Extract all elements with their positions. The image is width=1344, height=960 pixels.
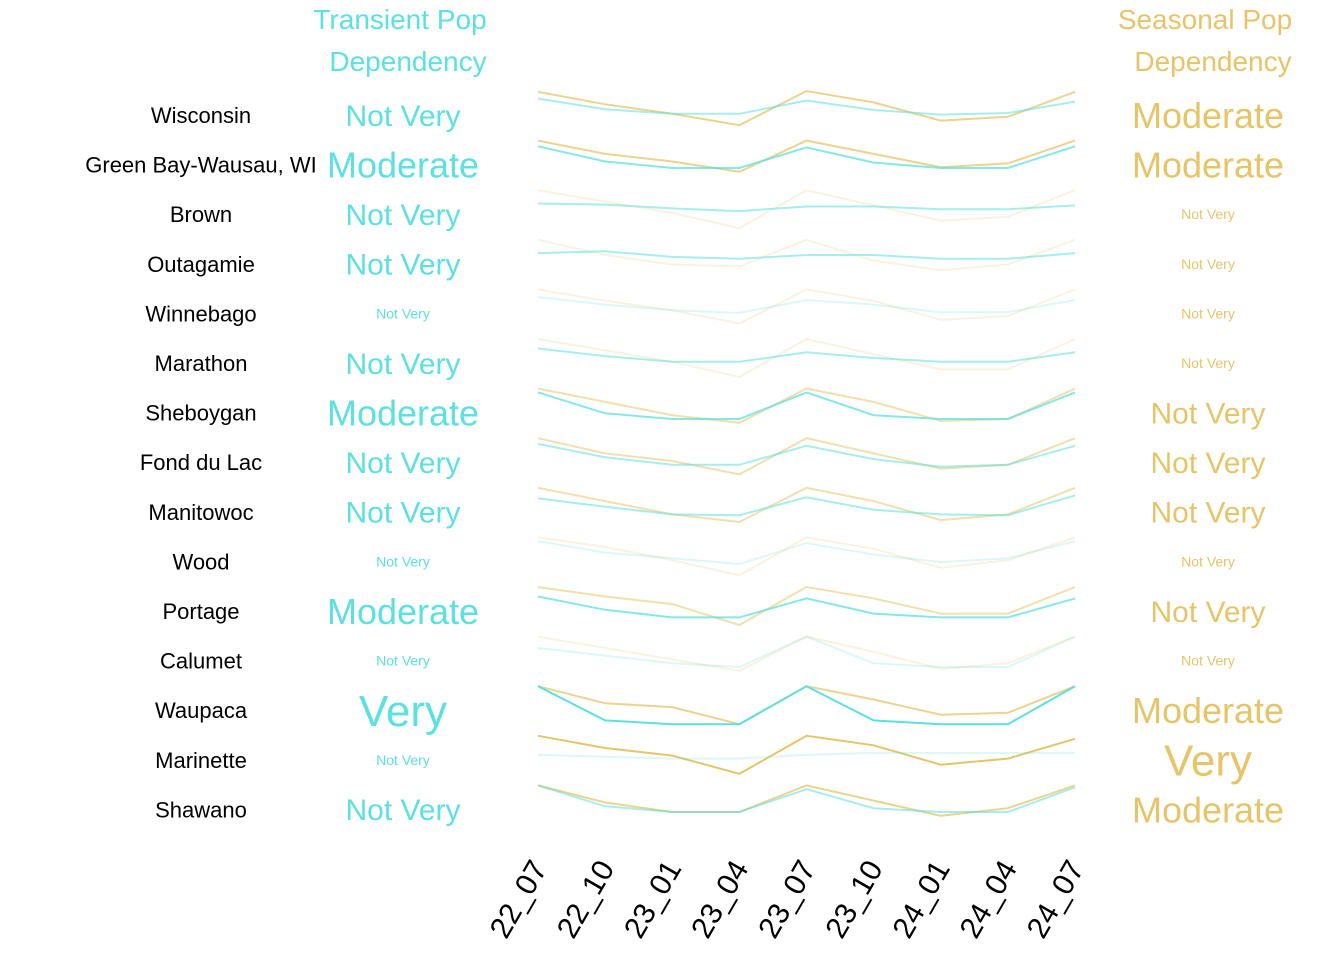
row-label: Shawano (155, 797, 247, 822)
series-line-transient-1 (537, 145, 1076, 169)
series-line-seasonal-4 (537, 288, 1076, 325)
transient-level-label: Not Very (345, 447, 460, 480)
transient-header-line2: Dependency (329, 46, 487, 77)
transient-level-label: Moderate (327, 591, 479, 632)
series-line-transient-4 (537, 296, 1076, 315)
transient-header-line1: Transient Pop (313, 4, 487, 35)
series-line-transient-6 (537, 391, 1076, 420)
series-line-seasonal-8 (537, 486, 1076, 524)
x-tick-label: 24_07 (1021, 855, 1091, 944)
seasonal-level-label: Not Very (1181, 553, 1235, 569)
row-label: Marinette (155, 748, 247, 773)
series-line-seasonal-10 (537, 585, 1076, 627)
transient-level-label: Not Very (345, 794, 460, 827)
x-tick-label: 24_01 (887, 855, 957, 944)
series-line-seasonal-9 (537, 536, 1076, 577)
seasonal-level-label: Moderate (1132, 789, 1284, 830)
row-label: Wisconsin (151, 103, 251, 128)
transient-level-label: Not Very (345, 249, 460, 282)
series-line-transient-14 (537, 784, 1076, 813)
series-line-seasonal-11 (537, 635, 1076, 672)
series-line-transient-13 (537, 751, 1075, 760)
seasonal-level-label: Not Very (1181, 256, 1235, 272)
seasonal-level-label: Moderate (1132, 690, 1284, 731)
series-line-transient-8 (537, 494, 1076, 517)
seasonal-header-line2: Dependency (1134, 46, 1292, 77)
transient-level-label: Moderate (327, 145, 479, 186)
series-line-seasonal-13 (537, 734, 1076, 775)
x-tick-label: 23_10 (819, 855, 889, 944)
x-tick-label: 23_04 (685, 855, 755, 944)
series-line-transient-5 (537, 347, 1076, 363)
seasonal-level-label: Not Very (1181, 653, 1235, 669)
series-line-seasonal-3 (537, 238, 1076, 272)
row-label: Winnebago (145, 301, 256, 326)
transient-level-label: Not Very (345, 199, 460, 232)
transient-level-label: Moderate (327, 393, 479, 434)
x-tick-label: 23_07 (752, 855, 822, 944)
series-line-seasonal-14 (537, 784, 1076, 817)
seasonal-level-label: Not Very (1181, 305, 1235, 321)
transient-level-label: Not Very (376, 653, 430, 669)
series-line-seasonal-6 (537, 387, 1076, 424)
seasonal-level-label: Not Very (1181, 206, 1235, 222)
series-line-seasonal-12 (537, 685, 1076, 726)
row-label: Outagamie (147, 252, 255, 277)
seasonal-level-label: Not Very (1150, 397, 1265, 430)
seasonal-level-label: Very (1164, 737, 1252, 786)
series-line-seasonal-1 (537, 139, 1076, 173)
seasonal-level-label: Not Very (1150, 497, 1265, 530)
transient-level-label: Very (359, 687, 447, 736)
row-label: Wood (172, 549, 229, 574)
row-label: Portage (162, 599, 239, 624)
transient-level-label: Not Very (376, 305, 430, 321)
row-label: Manitowoc (148, 500, 253, 525)
seasonal-level-label: Moderate (1132, 145, 1284, 186)
transient-level-label: Not Very (376, 752, 430, 768)
series-line-transient-3 (537, 250, 1076, 260)
series-line-transient-7 (537, 442, 1076, 468)
series-line-transient-2 (537, 202, 1076, 213)
seasonal-level-label: Moderate (1132, 95, 1284, 136)
row-label: Brown (170, 202, 232, 227)
seasonal-level-label: Not Very (1150, 596, 1265, 629)
row-label: Fond du Lac (140, 450, 262, 475)
row-label: Sheboygan (145, 401, 256, 426)
series-line-transient-9 (537, 540, 1076, 566)
seasonal-level-label: Not Very (1150, 447, 1265, 480)
seasonal-level-label: Not Very (1181, 355, 1235, 371)
series-line-transient-0 (537, 97, 1076, 116)
row-label: Calumet (160, 649, 242, 674)
row-label: Marathon (155, 351, 248, 376)
series-line-seasonal-5 (537, 337, 1076, 379)
row-label: Waupaca (155, 698, 248, 723)
transient-level-label: Not Very (376, 553, 430, 569)
transient-level-label: Not Very (345, 497, 460, 530)
series-line-seasonal-0 (537, 89, 1076, 127)
series-line-transient-11 (537, 635, 1076, 669)
series-line-transient-10 (537, 595, 1076, 619)
transient-level-label: Not Very (345, 348, 460, 381)
seasonal-header-line1: Seasonal Pop (1117, 4, 1293, 35)
series-line-transient-12 (537, 685, 1076, 726)
row-label: Green Bay-Wausau, WI (85, 153, 316, 178)
x-tick-label: 22_07 (484, 855, 554, 944)
transient-level-label: Not Very (345, 100, 460, 133)
x-tick-label: 23_01 (618, 855, 688, 944)
x-tick-label: 22_10 (551, 855, 621, 944)
x-tick-label: 24_04 (954, 855, 1024, 944)
series-line-seasonal-7 (537, 437, 1076, 476)
